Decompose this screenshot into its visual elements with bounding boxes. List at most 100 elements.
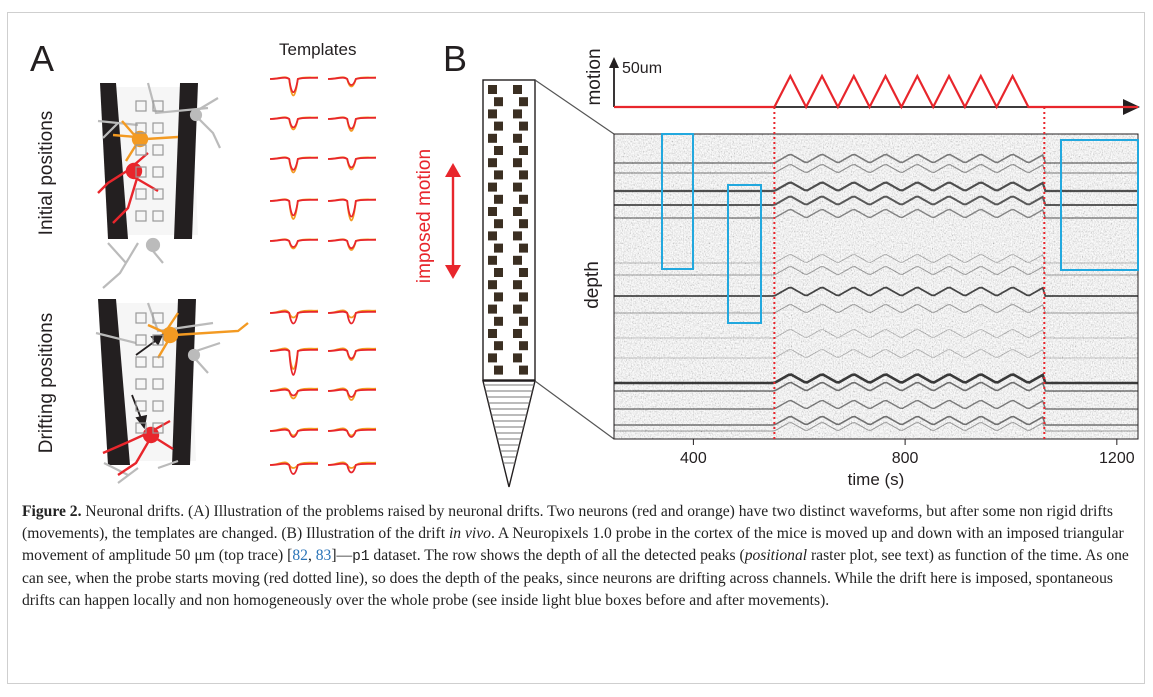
zoom-line-bottom bbox=[534, 380, 615, 440]
probe-schematic-drifting bbox=[95, 299, 249, 484]
template-waveform-red bbox=[269, 428, 319, 438]
caption-text-1: Neuronal drifts. (A) Illustration of the… bbox=[22, 503, 1113, 542]
raster-peak-band bbox=[614, 415, 1138, 426]
probe-site bbox=[494, 365, 503, 375]
template-waveform-red bbox=[269, 116, 319, 129]
probe-site bbox=[494, 146, 503, 155]
template-waveform-red bbox=[327, 388, 377, 398]
scale-bar-label: 50um bbox=[622, 60, 662, 77]
probe-site bbox=[519, 292, 528, 302]
probe-site bbox=[513, 304, 522, 314]
probe-site bbox=[488, 182, 497, 192]
dataset-name: p1 bbox=[352, 548, 370, 565]
probe-site bbox=[494, 341, 503, 351]
template-waveform-orange bbox=[269, 387, 319, 400]
template-waveform-orange bbox=[269, 461, 319, 469]
orange-neuron-initial bbox=[112, 120, 179, 162]
caption-text-3: ]— bbox=[331, 546, 353, 564]
caption-sep: , bbox=[307, 546, 316, 564]
probe-site bbox=[488, 353, 497, 363]
raster-peak-band bbox=[614, 349, 1138, 359]
template-waveform-orange bbox=[269, 309, 319, 319]
template-waveform-orange bbox=[327, 309, 377, 319]
probe-site bbox=[488, 231, 497, 241]
imposed-motion-arrow bbox=[445, 163, 461, 279]
caption-italic-positional: positional bbox=[744, 546, 808, 564]
caption-text-4: dataset. The row shows the depth of all … bbox=[369, 546, 745, 564]
raster-peak-band bbox=[614, 329, 1138, 339]
template-waveform-orange bbox=[269, 347, 319, 370]
probe-site bbox=[488, 133, 497, 143]
panel-a-label: A bbox=[30, 38, 54, 79]
drifting-positions-label: Drifting positions bbox=[36, 313, 57, 453]
panel-b-label: B bbox=[443, 38, 467, 79]
probe-site bbox=[513, 133, 522, 143]
probe-site bbox=[519, 219, 528, 229]
template-waveform-red bbox=[269, 388, 319, 397]
raster-peak-band bbox=[614, 254, 1138, 264]
citation-83-link[interactable]: 83 bbox=[315, 546, 332, 564]
caption-italic-in-vivo: in vivo bbox=[448, 524, 491, 542]
probe-site bbox=[513, 158, 522, 168]
imposed-motion-label: imposed motion bbox=[414, 149, 435, 283]
probe-site bbox=[494, 121, 503, 131]
raster-x-axis: 400 800 1200 bbox=[680, 439, 1135, 467]
probe-site bbox=[513, 353, 522, 363]
templates-initial bbox=[269, 76, 377, 251]
neuropixels-probe bbox=[482, 79, 615, 488]
templates-drifting bbox=[269, 309, 377, 475]
raster-peak-band bbox=[614, 266, 1138, 276]
template-waveform-orange bbox=[269, 427, 319, 437]
gray-neurons-initial bbox=[97, 82, 221, 289]
template-waveform-orange bbox=[327, 461, 377, 469]
template-waveform-red bbox=[327, 116, 377, 130]
motion-trace-line bbox=[614, 73, 1138, 110]
initial-positions-label: Initial positions bbox=[36, 111, 57, 236]
template-waveform-red bbox=[327, 348, 377, 360]
probe-site bbox=[488, 255, 497, 265]
probe-site bbox=[513, 329, 522, 338]
probe-site bbox=[494, 243, 503, 253]
raster-peak-band bbox=[614, 422, 1138, 432]
blue-box-3 bbox=[1060, 139, 1139, 271]
probe-schematic-initial bbox=[97, 82, 221, 289]
probe-site bbox=[513, 280, 522, 290]
x-tick-label: 1200 bbox=[1099, 450, 1135, 467]
raster-plot bbox=[613, 133, 1139, 440]
raster-peak-band bbox=[614, 163, 1138, 174]
drift-arrows bbox=[131, 333, 164, 430]
electrode-sites-initial bbox=[135, 100, 164, 222]
templates-title: Templates bbox=[279, 40, 356, 59]
figure-illustration: A Templates Initial positions Drifting p… bbox=[30, 38, 1140, 489]
probe-site bbox=[494, 194, 503, 204]
x-tick-label: 800 bbox=[892, 450, 919, 467]
scale-bar bbox=[609, 57, 619, 107]
probe-site bbox=[513, 109, 522, 119]
orange-neuron-drifting bbox=[147, 312, 249, 359]
template-waveform-red bbox=[327, 76, 377, 86]
probe-site bbox=[513, 231, 522, 241]
probe-site bbox=[513, 182, 522, 192]
citation-82-link[interactable]: 82 bbox=[292, 546, 308, 564]
blue-boxes bbox=[661, 133, 1139, 324]
probe-site bbox=[494, 97, 503, 107]
probe-site bbox=[519, 243, 528, 253]
figure-frame: A Templates Initial positions Drifting p… bbox=[7, 12, 1145, 684]
motion-onset-lines bbox=[773, 107, 1046, 439]
probe-site bbox=[488, 158, 497, 168]
raster-peak-band bbox=[614, 399, 1138, 410]
red-neuron-drifting bbox=[102, 419, 174, 476]
probe-site bbox=[494, 316, 503, 326]
raster-peak-band bbox=[614, 195, 1138, 206]
template-waveform-orange bbox=[327, 347, 377, 361]
caption-text-2: . A Neuropixels 1.0 probe in the cortex … bbox=[22, 524, 1124, 564]
probe-site bbox=[519, 121, 528, 131]
template-waveform-red bbox=[269, 310, 319, 325]
raster-peak-band bbox=[614, 286, 1138, 297]
template-waveform-red bbox=[327, 198, 377, 218]
motion-label: motion bbox=[584, 48, 605, 105]
x-tick-label: 400 bbox=[680, 450, 707, 467]
probe-site bbox=[519, 316, 528, 326]
raster-peak-band bbox=[614, 153, 1138, 164]
raster-peak-band bbox=[614, 372, 1138, 385]
